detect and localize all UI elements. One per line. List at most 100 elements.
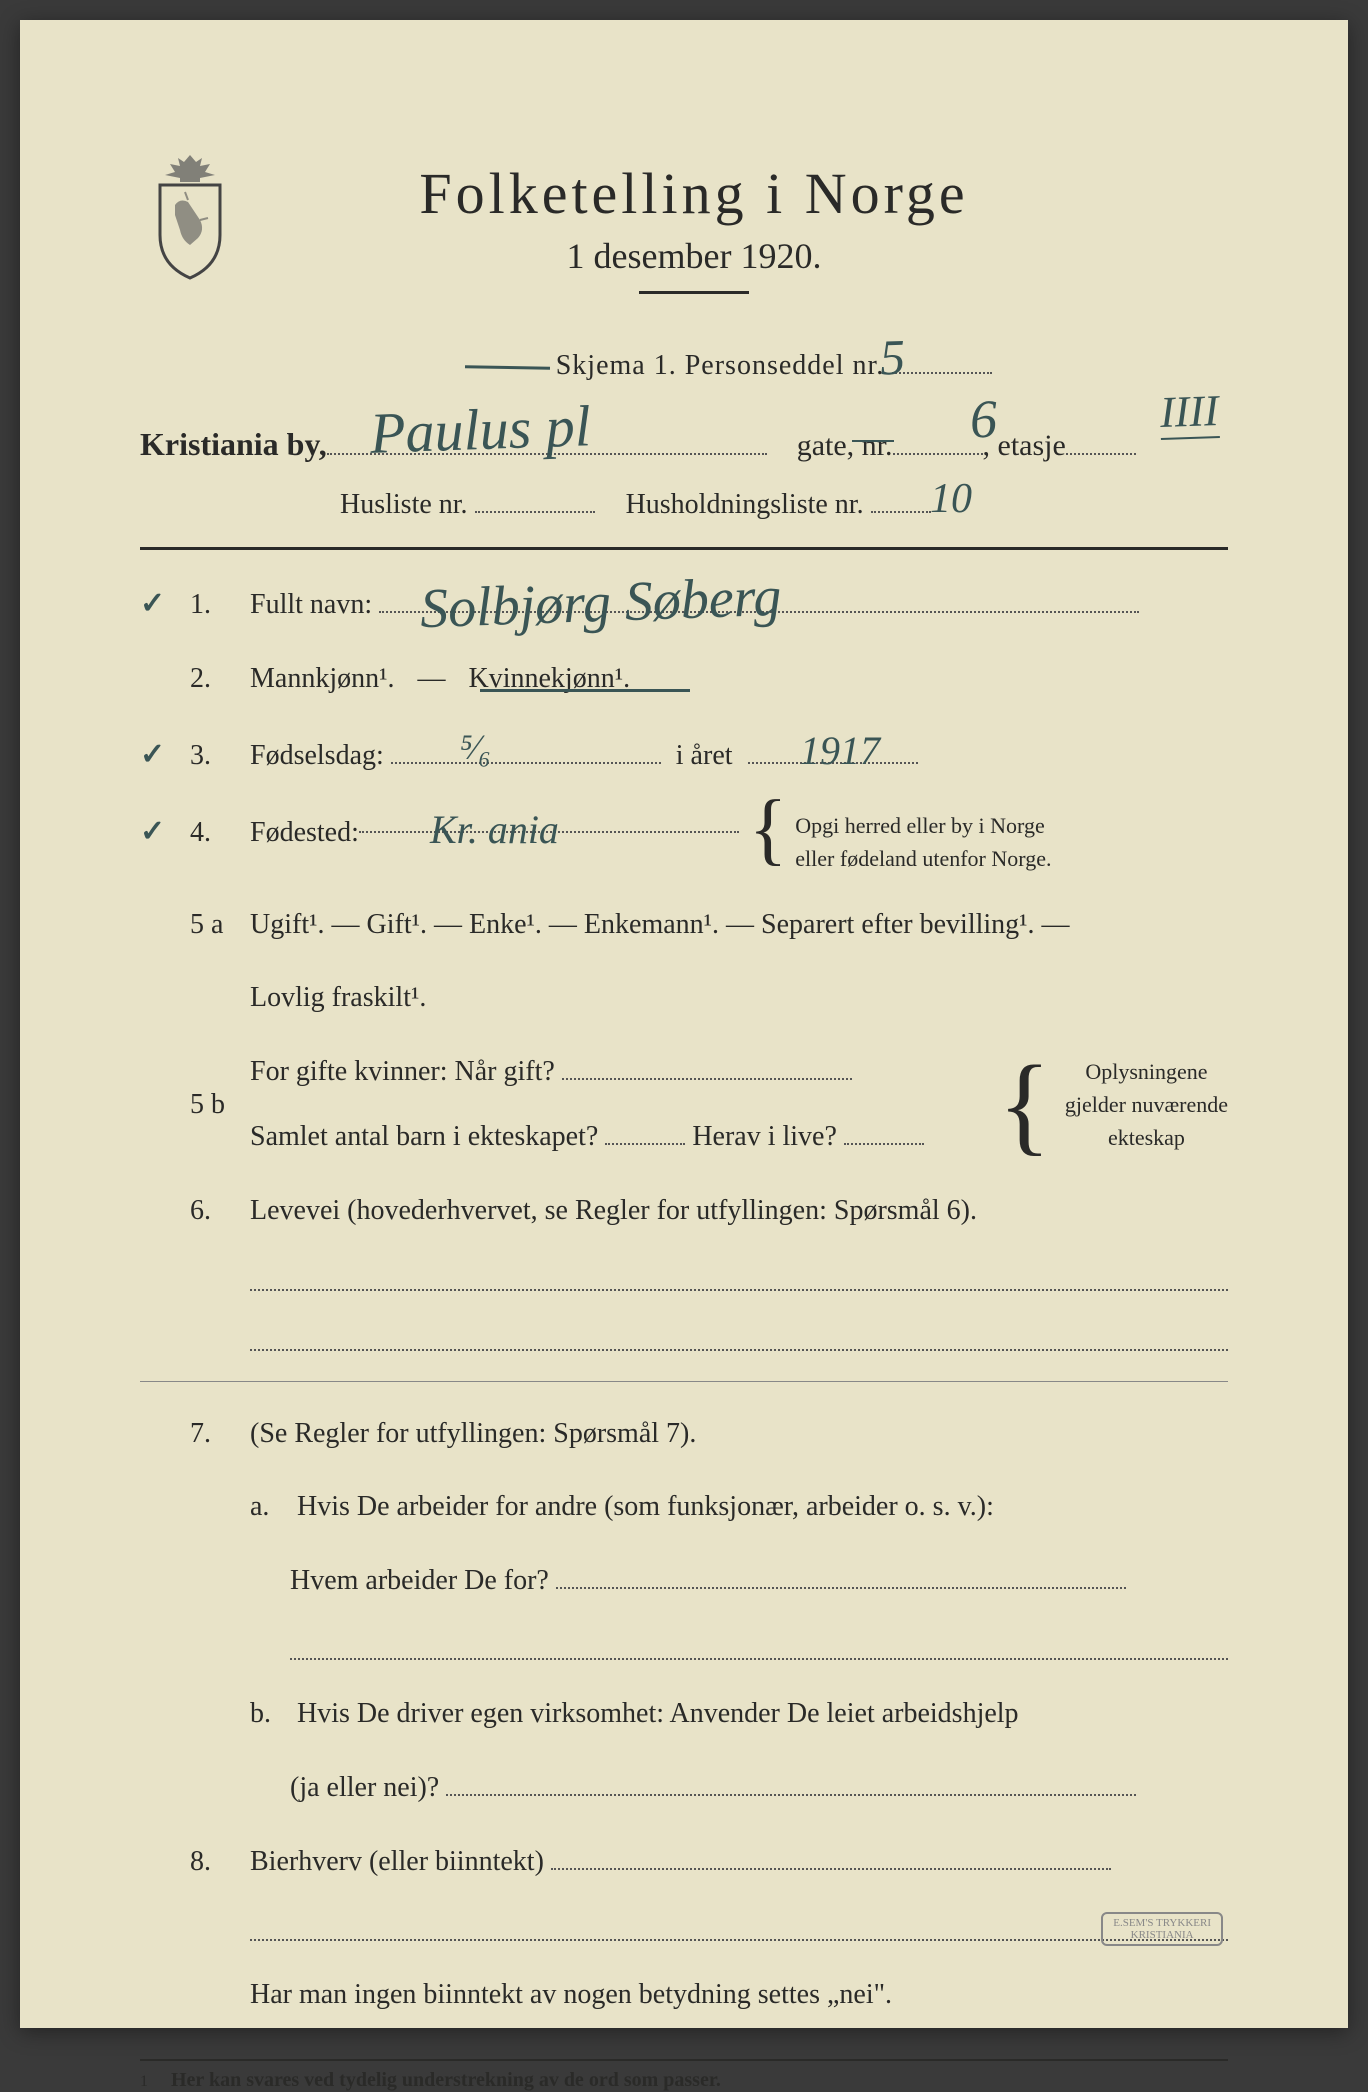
husholdning-field: [871, 489, 931, 513]
q5b-aside1: Oplysningene: [1085, 1059, 1207, 1084]
q3-label: Fødselsdag:: [250, 740, 384, 771]
printer-stamp: E.SEM'S TRYKKERI KRISTIANIA: [1101, 1912, 1223, 1946]
footnote-rule: [140, 2059, 1228, 2061]
q5a-line2: Lovlig fraskilt¹.: [140, 974, 1228, 1022]
husliste-field: [475, 489, 595, 513]
q6-blank1: [250, 1261, 1228, 1291]
q7a2-text: Hvem arbeider De for?: [290, 1565, 549, 1596]
q4-check: ✓: [140, 815, 165, 848]
census-form-page: Folketelling i Norge 1 desember 1920. Sk…: [20, 20, 1348, 2028]
q4-brace: {: [749, 809, 787, 849]
q5b-row: 5 b For gifte kvinner: Når gift? Samlet …: [140, 1048, 1228, 1161]
stamp-line2: KRISTIANIA: [1131, 1929, 1194, 1941]
gate-nr-value: 6: [969, 388, 998, 451]
skjema-line: Skjema 1. Personseddel nr. 5: [140, 350, 1228, 382]
footnote-num: 1: [140, 2073, 148, 2090]
q7-num: 7.: [190, 1410, 250, 1458]
q3-check: ✓: [140, 738, 165, 771]
q7b-row: b. Hvis De driver egen virksomhet: Anven…: [140, 1690, 1228, 1738]
q7a2-row: Hvem arbeider De for?: [140, 1557, 1228, 1605]
q8-field: [551, 1846, 1111, 1870]
q3-num: 3.: [190, 732, 250, 780]
q6-blank2: [250, 1321, 1228, 1351]
q5b-aside3: ekteskap: [1108, 1125, 1185, 1150]
q8-text: Bierhverv (eller biinntekt): [250, 1846, 544, 1877]
q3-day-field: [391, 740, 661, 764]
q1-num: 1.: [190, 581, 250, 629]
section-rule: [140, 547, 1228, 550]
q8-note: Har man ingen biinntekt av nogen betydni…: [140, 1971, 1228, 2019]
q7a-row: a. Hvis De arbeider for andre (som funks…: [140, 1483, 1228, 1531]
street-value: Paulus pl: [369, 392, 592, 467]
q8-row: 8. Bierhverv (eller biinntekt): [140, 1838, 1228, 1886]
q5a-text: Ugift¹. — Gift¹. — Enke¹. — Enkemann¹. —…: [250, 909, 1070, 940]
q2-row: 2. Mannkjønn¹. — Kvinnekjønn¹.: [140, 655, 1228, 703]
q7b-field: [446, 1772, 1136, 1796]
footnote: 1 Her kan svares ved tydelig understrekn…: [140, 2069, 1228, 2092]
city-label: Kristiania by,: [140, 426, 327, 463]
address-line: Kristiania by, gate, nr. , etasje Paulus…: [140, 426, 1228, 463]
q3-year-label: i året: [676, 740, 733, 771]
q7-row: 7. (Se Regler for utfyllingen: Spørsmål …: [140, 1410, 1228, 1458]
q1-row: ✓ 1. Fullt navn: Solbjørg Søberg: [140, 578, 1228, 629]
q7a-field: [556, 1565, 1126, 1589]
skjema-strike: [465, 365, 550, 369]
q2-dash: —: [418, 663, 446, 694]
q7a-blank: [290, 1630, 1228, 1660]
header: Folketelling i Norge 1 desember 1920.: [140, 160, 1228, 320]
q1-value: Solbjørg Søberg: [418, 550, 783, 658]
q5a-num: 5 a: [190, 901, 250, 949]
husholdning-value: 10: [930, 475, 972, 523]
stamp-line1: E.SEM'S TRYKKERI: [1113, 1917, 1211, 1929]
q6-rule: [140, 1381, 1228, 1382]
q5b-aside: Oplysningene gjelder nuværende ekteskap: [1057, 1055, 1228, 1154]
q2-num: 2.: [190, 655, 250, 703]
gate-label: gate, nr.: [797, 429, 893, 463]
husholdning-label: Husholdningsliste nr.: [626, 489, 864, 520]
skjema-label: Skjema 1. Personseddel nr.: [556, 350, 885, 381]
husliste-line: Husliste nr. Husholdningsliste nr. 10: [140, 489, 1228, 521]
q8-blank: [250, 1911, 1228, 1941]
q2-mann: Mannkjønn¹.: [250, 663, 395, 694]
q6-num: 6.: [190, 1187, 250, 1235]
q5b-num: 5 b: [190, 1081, 250, 1129]
q5b-aside2: gjelder nuværende: [1065, 1092, 1228, 1117]
q5b-gift-field: [562, 1056, 852, 1080]
q5b-line2b: Herav i live?: [692, 1121, 837, 1152]
q4-row: ✓ 4. Fødested: { Opgi herred eller by i …: [140, 806, 1228, 875]
q8-num: 8.: [190, 1838, 250, 1886]
husliste-label: Husliste nr.: [340, 489, 468, 520]
q5b-line2a: Samlet antal barn i ekteskapet?: [250, 1121, 598, 1152]
q5a-row: 5 a Ugift¹. — Gift¹. — Enke¹. — Enkemann…: [140, 901, 1228, 949]
footnote-text: Her kan svares ved tydelig understreknin…: [171, 2069, 721, 2091]
q7-text: (Se Regler for utfyllingen: Spørsmål 7).: [250, 1418, 696, 1449]
q4-value: Kr. ania: [430, 796, 559, 864]
q7b-letter: b.: [250, 1690, 290, 1738]
q7a-letter: a.: [250, 1483, 290, 1531]
q7b2-text: (ja eller nei)?: [290, 1772, 439, 1803]
q5b-brace: {: [998, 1066, 1051, 1143]
etasje-value: IIII: [1159, 385, 1219, 440]
q4-aside1: Opgi herred eller by i Norge: [795, 813, 1044, 838]
gate-nr-field: [893, 431, 983, 455]
q1-check: ✓: [140, 587, 165, 620]
q7b-text: Hvis De driver egen virksomhet: Anvender…: [297, 1698, 1019, 1729]
q5b-live-field: [844, 1121, 924, 1145]
q2-underline: [480, 689, 690, 692]
subtitle-date: 1 desember 1920.: [160, 235, 1228, 277]
title-block: Folketelling i Norge 1 desember 1920.: [160, 160, 1228, 320]
q6-row: 6. Levevei (hovederhvervet, se Regler fo…: [140, 1187, 1228, 1235]
q6-text: Levevei (hovederhvervet, se Regler for u…: [250, 1195, 977, 1226]
personseddel-field: [892, 350, 992, 374]
q7b2-row: (ja eller nei)?: [140, 1764, 1228, 1812]
main-title: Folketelling i Norge: [160, 160, 1228, 227]
q7a-text: Hvis De arbeider for andre (som funksjon…: [297, 1491, 994, 1522]
q3-row: ✓ 3. Fødselsdag: i året ⁵⁄₆ 1917: [140, 729, 1228, 780]
etasje-field: [1066, 431, 1136, 455]
q3-day-value: ⁵⁄₆: [460, 717, 491, 778]
q4-num: 4.: [190, 809, 250, 857]
q4-label: Fødested:: [250, 809, 359, 857]
q1-label: Fullt navn:: [250, 589, 372, 620]
gate-strike: [852, 440, 894, 442]
q3-year-value: 1917: [800, 717, 880, 785]
